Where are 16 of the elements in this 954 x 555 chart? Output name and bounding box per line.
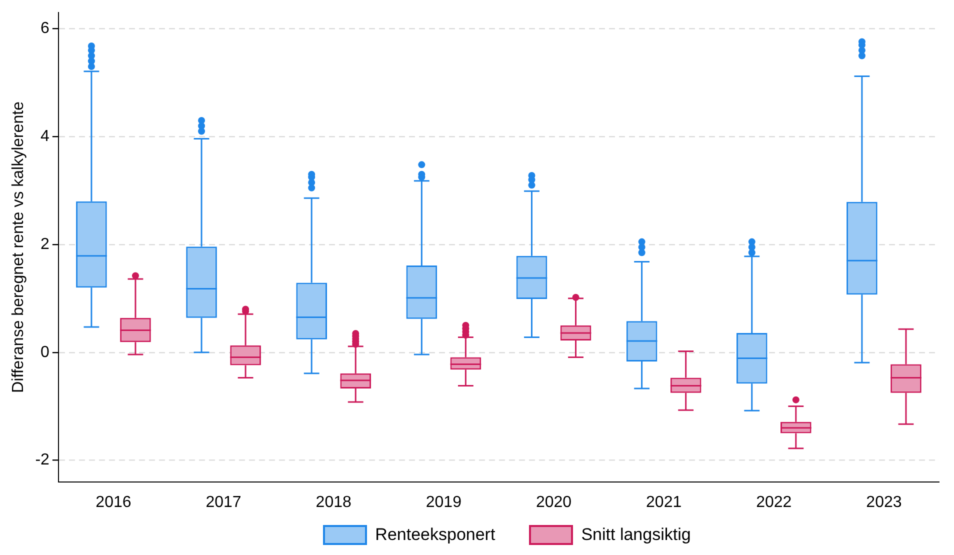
legend-label: Snitt langsiktig	[581, 525, 691, 545]
y-tick-label: 2	[40, 236, 50, 253]
y-tick-label: 6	[40, 20, 50, 38]
y-tick-label: 4	[40, 128, 50, 146]
x-tick-label: 2023	[866, 494, 902, 511]
y-tick-label: 0	[40, 344, 50, 361]
x-tick-label: 2020	[536, 494, 572, 511]
x-tick-label: 2018	[316, 494, 352, 511]
x-tick-label: 2022	[756, 494, 792, 511]
y-axis-title: Differanse beregnet rente vs kalkylerente	[10, 101, 28, 393]
x-tick-label: 2021	[646, 494, 682, 511]
x-tick-label: 2016	[96, 494, 132, 511]
y-tick-label: -2	[35, 452, 50, 469]
x-tick-label: 2017	[206, 494, 242, 511]
legend-label: Renteeksponert	[375, 525, 496, 545]
x-tick-label: 2019	[426, 494, 462, 511]
